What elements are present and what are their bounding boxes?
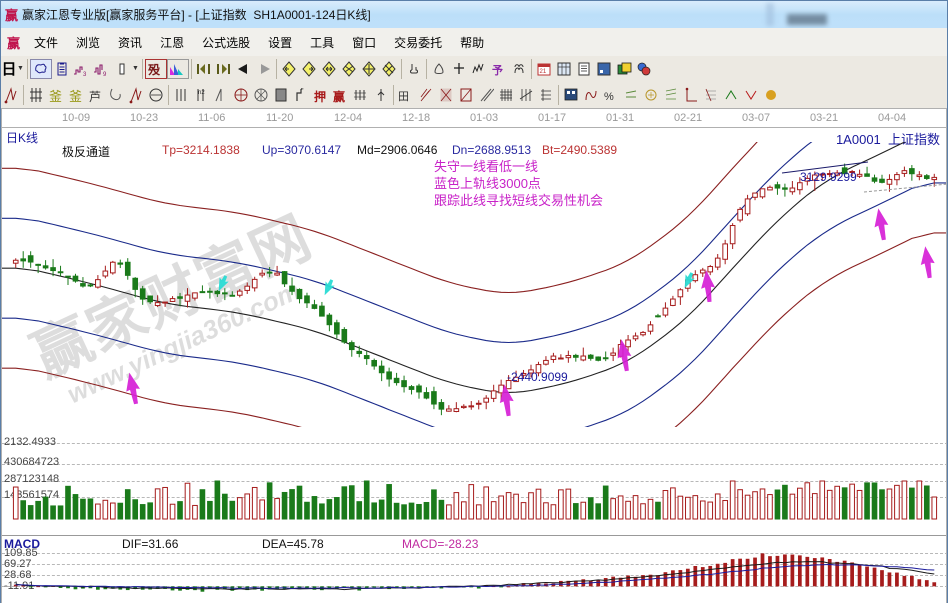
svg-text:": " [301,88,304,95]
svg-text:21: 21 [540,69,547,75]
svg-text:%: % [604,91,614,103]
svg-text:殁: 殁 [148,62,161,77]
svg-text:押: 押 [314,89,326,104]
svg-text:釜: 釜 [49,89,62,104]
svg-text:n2: n2 [198,90,205,96]
svg-text:赢: 赢 [333,89,345,104]
svg-text:田: 田 [398,91,409,103]
svg-text:3: 3 [83,72,87,77]
svg-text:芦: 芦 [89,90,101,104]
svg-text:9: 9 [103,72,107,77]
svg-text:予: 予 [492,64,503,77]
svg-text:釜: 釜 [69,89,82,104]
